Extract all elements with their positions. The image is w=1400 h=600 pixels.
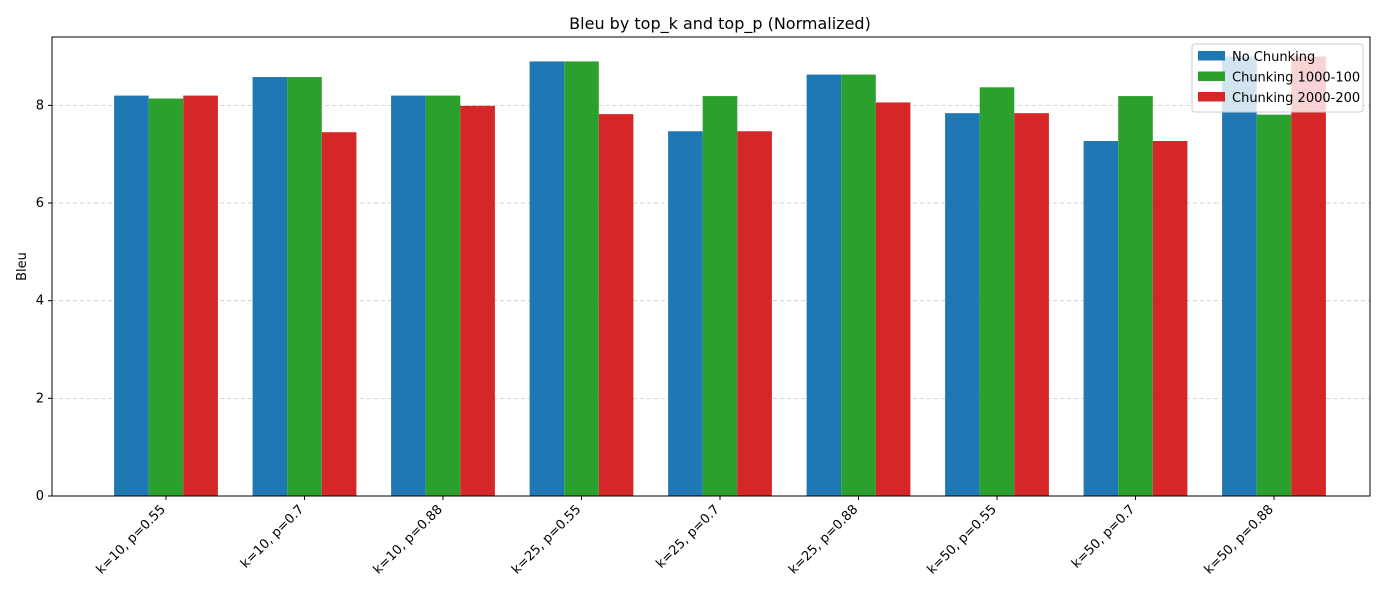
bar (529, 61, 565, 497)
bar (668, 131, 703, 496)
x-tick-label: k=25, p=0.7 (653, 502, 722, 571)
x-tick-label: k=50, p=0.88 (1202, 502, 1277, 577)
bar (183, 95, 218, 497)
bar (425, 95, 461, 497)
bars (114, 56, 1326, 497)
bar (148, 98, 184, 496)
bar (114, 95, 149, 497)
legend-entry: Chunking 2000-200 (1232, 91, 1360, 106)
bar (737, 131, 772, 496)
bar (875, 102, 911, 496)
y-tick-label: 4 (36, 294, 44, 309)
x-tick-label: k=10, p=0.55 (94, 502, 169, 577)
bar (321, 132, 357, 496)
legend-swatch (1198, 71, 1225, 81)
x-tick-label: k=50, p=0.55 (925, 502, 1000, 577)
y-tick-label: 6 (36, 196, 44, 211)
legend-box (1191, 43, 1364, 113)
y-axis-ticks: 0 2 4 6 8 (36, 98, 52, 504)
y-axis-label: Bleu (15, 252, 30, 281)
bar (1291, 56, 1326, 496)
bar (806, 74, 842, 496)
legend-swatch (1198, 92, 1225, 102)
bar (564, 61, 599, 497)
bar (1118, 96, 1153, 496)
bar (979, 87, 1015, 496)
bar (460, 105, 495, 496)
bar (945, 113, 980, 496)
y-tick-label: 0 (36, 489, 44, 504)
legend-entry: Chunking 1000-100 (1232, 71, 1360, 86)
bar (252, 77, 288, 496)
bar (1256, 114, 1292, 497)
bar (287, 77, 322, 496)
bar (1083, 141, 1119, 496)
y-tick-label: 2 (36, 391, 44, 406)
bar (841, 74, 876, 496)
x-tick-label: k=10, p=0.88 (371, 502, 446, 577)
y-tick-label: 8 (36, 98, 44, 113)
bar (1014, 113, 1049, 496)
bar (702, 96, 738, 496)
legend-entry: No Chunking (1232, 50, 1315, 65)
x-tick-label: k=50, p=0.7 (1069, 502, 1138, 571)
x-axis-ticks: k=10, p=0.55 k=10, p=0.7 k=10, p=0.88 k=25,… (94, 496, 1277, 577)
bar (1152, 141, 1188, 496)
legend-swatch (1198, 51, 1225, 61)
x-tick-label: k=25, p=0.88 (786, 502, 861, 577)
bar (391, 95, 426, 497)
bar (1222, 56, 1257, 496)
plot-frame (51, 36, 1371, 497)
x-tick-label: k=25, p=0.55 (509, 502, 584, 577)
x-tick-label: k=10, p=0.7 (238, 502, 307, 571)
legend: No Chunking Chunking 1000-100 Chunking 200… (1191, 43, 1364, 113)
bar (598, 114, 634, 496)
chart-title: Bleu by top_k and top_p (Normalized) (569, 14, 871, 34)
